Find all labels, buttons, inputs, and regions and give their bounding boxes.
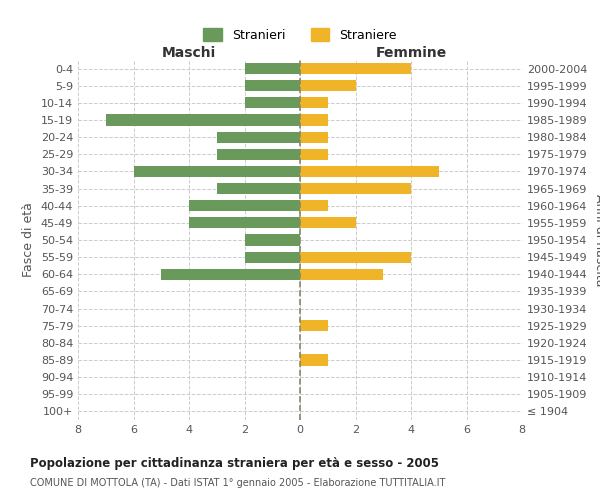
- Bar: [245, 252, 300, 262]
- Bar: [217, 183, 300, 194]
- Y-axis label: Fasce di età: Fasce di età: [22, 202, 35, 278]
- Bar: [245, 98, 300, 108]
- Text: Maschi: Maschi: [162, 46, 216, 60]
- Bar: [161, 268, 300, 280]
- Bar: [133, 166, 300, 177]
- Y-axis label: Anni di nascita: Anni di nascita: [593, 194, 600, 286]
- Bar: [300, 183, 411, 194]
- Bar: [300, 200, 328, 211]
- Text: Popolazione per cittadinanza straniera per età e sesso - 2005: Popolazione per cittadinanza straniera p…: [30, 458, 439, 470]
- Bar: [300, 218, 355, 228]
- Bar: [300, 63, 411, 74]
- Text: Femmine: Femmine: [376, 46, 446, 60]
- Bar: [300, 320, 328, 332]
- Bar: [300, 98, 328, 108]
- Bar: [245, 63, 300, 74]
- Text: COMUNE DI MOTTOLA (TA) - Dati ISTAT 1° gennaio 2005 - Elaborazione TUTTITALIA.IT: COMUNE DI MOTTOLA (TA) - Dati ISTAT 1° g…: [30, 478, 445, 488]
- Bar: [189, 200, 300, 211]
- Bar: [217, 132, 300, 142]
- Bar: [300, 166, 439, 177]
- Bar: [300, 354, 328, 366]
- Legend: Stranieri, Straniere: Stranieri, Straniere: [198, 23, 402, 46]
- Bar: [189, 218, 300, 228]
- Bar: [300, 114, 328, 126]
- Bar: [300, 80, 355, 92]
- Bar: [300, 268, 383, 280]
- Bar: [217, 148, 300, 160]
- Bar: [300, 132, 328, 142]
- Bar: [245, 80, 300, 92]
- Bar: [300, 252, 411, 262]
- Bar: [106, 114, 300, 126]
- Bar: [245, 234, 300, 246]
- Bar: [300, 148, 328, 160]
